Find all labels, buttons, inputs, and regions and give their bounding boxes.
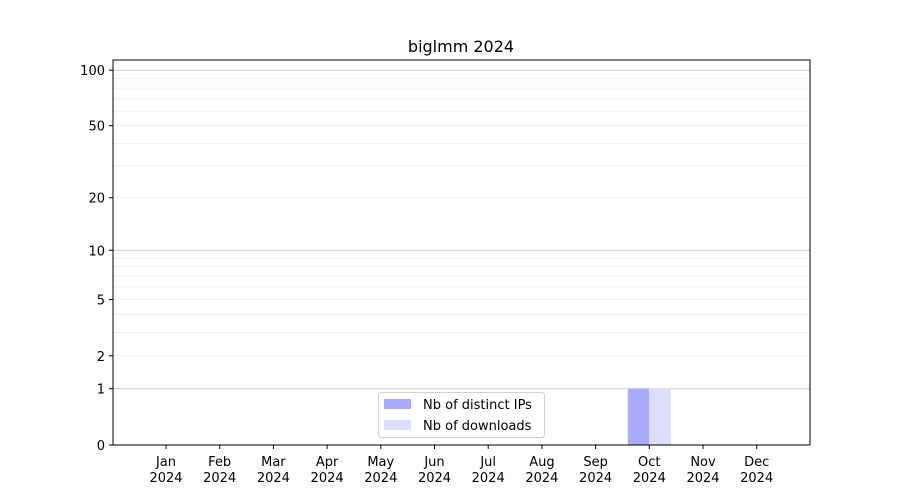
y-tick-label: 1 [97, 383, 105, 398]
legend-label: Nb of downloads [423, 419, 532, 434]
legend-swatch [384, 420, 411, 430]
legend: Nb of distinct IPs Nb of downloads [378, 392, 545, 438]
gridlines [113, 69, 810, 390]
x-tick-label-month: Sep [583, 455, 608, 470]
bar-downloads [649, 388, 671, 445]
x-tick-label-month: Feb [208, 455, 231, 470]
x-tick-label-month: Mar [261, 455, 286, 470]
x-tick-label-month: Nov [690, 455, 716, 470]
bar-distinct-ips [627, 388, 650, 445]
plot-frame [112, 59, 811, 446]
x-tick-label-year: 2024 [364, 471, 397, 486]
x-tick-label-month: Dec [744, 455, 769, 470]
x-tick-label-year: 2024 [579, 471, 612, 486]
x-tick-label-year: 2024 [633, 471, 666, 486]
x-tick-label-year: 2024 [149, 471, 182, 486]
y-tick-label: 2 [97, 350, 105, 365]
chart-title: biglmm 2024 [408, 37, 514, 56]
y-axis: 0 1 2 5 10 20 50 100 [80, 64, 113, 454]
x-tick-label-month: Oct [638, 455, 660, 470]
legend-label: Nb of distinct IPs [423, 398, 532, 413]
x-tick-label-year: 2024 [740, 471, 773, 486]
y-tick-label: 10 [88, 244, 105, 259]
y-tick-label: 50 [88, 120, 105, 135]
x-tick-label-month: May [367, 455, 394, 470]
y-tick-label: 0 [97, 439, 105, 454]
y-tick-label: 5 [97, 293, 105, 308]
bars [627, 388, 671, 445]
x-tick-label-year: 2024 [257, 471, 290, 486]
legend-swatch [384, 399, 411, 409]
x-tick-label-year: 2024 [525, 471, 558, 486]
x-tick-label-year: 2024 [311, 471, 344, 486]
x-tick-label-month: Jan [155, 455, 176, 470]
legend-box [378, 392, 545, 438]
x-tick-label-month: Jun [423, 455, 444, 470]
x-axis: Jan2024Feb2024Mar2024Apr2024May2024Jun20… [149, 445, 773, 486]
x-tick-label-year: 2024 [472, 471, 505, 486]
x-tick-label-month: Apr [316, 455, 339, 470]
x-tick-label-year: 2024 [203, 471, 236, 486]
y-tick-label: 20 [88, 192, 105, 207]
x-tick-label-year: 2024 [686, 471, 719, 486]
y-tick-label: 100 [80, 64, 105, 79]
x-tick-label-month: Jul [479, 455, 496, 470]
x-tick-label-month: Aug [529, 455, 554, 470]
x-tick-label-year: 2024 [418, 471, 451, 486]
